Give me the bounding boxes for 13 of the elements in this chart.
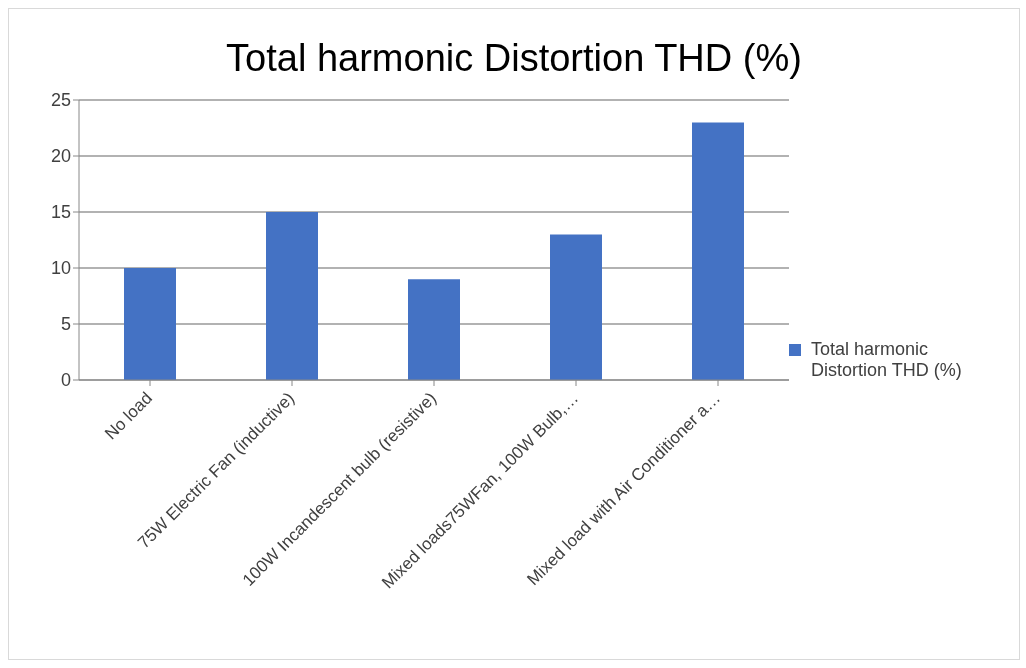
bar <box>408 279 460 380</box>
legend-label: Total harmonic Distortion THD (%) <box>811 339 963 381</box>
y-tick-label: 0 <box>60 370 71 391</box>
y-tick-label: 10 <box>50 258 71 279</box>
y-tick-label: 5 <box>60 314 71 335</box>
bar <box>124 268 176 380</box>
chart-title: Total harmonic Distortion THD (%) <box>225 37 803 80</box>
bar <box>692 122 744 380</box>
bar <box>550 234 602 380</box>
y-tick-label: 15 <box>50 202 71 223</box>
bar <box>266 212 318 380</box>
y-tick-label: 25 <box>50 90 71 111</box>
y-tick-label: 20 <box>50 146 71 167</box>
